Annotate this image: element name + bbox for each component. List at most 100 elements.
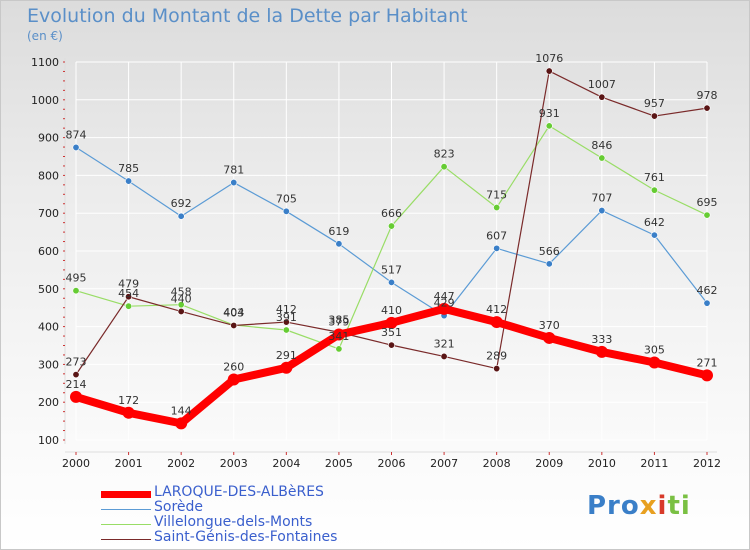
data-point: [595, 345, 608, 358]
data-point: [227, 373, 240, 386]
data-point: [177, 212, 185, 220]
data-point: [543, 331, 556, 344]
x-tick-label: 2009: [535, 457, 563, 470]
data-point: [598, 93, 606, 101]
data-label: 412: [486, 303, 507, 316]
y-tick-label: 800: [38, 169, 59, 182]
data-label: 462: [697, 284, 718, 297]
x-tick-label: 2002: [167, 457, 195, 470]
data-point: [598, 154, 606, 162]
data-label: 370: [539, 319, 560, 332]
x-tick-label: 2012: [693, 457, 721, 470]
data-point: [230, 179, 238, 187]
x-tick-label: 2001: [115, 457, 143, 470]
y-tick-label: 1100: [31, 56, 59, 69]
data-label: 379: [328, 316, 349, 329]
data-point: [125, 293, 133, 301]
legend-swatch: [101, 539, 151, 540]
x-tick-label: 2006: [378, 457, 406, 470]
legend-swatch: [101, 524, 151, 525]
data-point: [280, 361, 293, 374]
data-label: 781: [223, 164, 244, 177]
data-label: 666: [381, 207, 402, 220]
data-label: 785: [118, 162, 139, 175]
data-label: 412: [276, 303, 297, 316]
legend: LAROQUE-DES-ALBèRES Sorède Villelongue-d…: [101, 484, 421, 547]
data-label: 341: [328, 330, 349, 343]
data-label: 214: [66, 378, 87, 391]
data-label: 715: [486, 189, 507, 202]
y-tick-label: 200: [38, 396, 59, 409]
data-label: 351: [381, 326, 402, 339]
data-label: 607: [486, 229, 507, 242]
chart-unit: (en €): [27, 29, 63, 43]
data-label: 447: [434, 290, 455, 303]
data-label: 403: [223, 306, 244, 319]
data-label: 391: [276, 311, 297, 324]
data-label: 642: [644, 216, 665, 229]
data-point: [650, 231, 658, 239]
data-point: [650, 112, 658, 120]
data-label: 333: [591, 333, 612, 346]
data-label: 273: [66, 356, 87, 369]
data-label: 931: [539, 107, 560, 120]
data-point: [545, 260, 553, 268]
data-label: 846: [591, 139, 612, 152]
y-tick-label: 300: [38, 358, 59, 371]
data-label: 695: [697, 196, 718, 209]
y-tick-label: 400: [38, 321, 59, 334]
data-label: 440: [171, 292, 192, 305]
data-label: 404: [223, 306, 244, 319]
y-tick-label: 900: [38, 132, 59, 145]
data-label: 260: [223, 361, 244, 374]
data-label: 172: [118, 394, 139, 407]
legend-label: Saint-Génis-des-Fontaines: [154, 529, 338, 545]
legend-label: Sorède: [154, 499, 204, 515]
legend-label: Villelongue-dels-Monts: [154, 514, 313, 530]
data-point: [493, 244, 501, 252]
data-point: [703, 299, 711, 307]
data-label: 823: [434, 148, 455, 161]
data-point: [72, 371, 80, 379]
data-label: 385: [328, 313, 349, 326]
data-point: [70, 390, 82, 403]
data-label: 458: [171, 286, 192, 299]
data-label: 429: [434, 297, 455, 310]
data-label: 289: [486, 350, 507, 363]
data-label: 874: [66, 128, 87, 141]
data-point: [385, 316, 398, 329]
data-label: 479: [118, 278, 139, 291]
x-tick-label: 2011: [640, 457, 668, 470]
data-label: 321: [434, 337, 455, 350]
legend-item: Sorède: [101, 499, 421, 517]
legend-item: Villelongue-dels-Monts: [101, 514, 421, 532]
data-label: 1007: [588, 78, 616, 91]
data-label: 761: [644, 171, 665, 184]
data-point: [282, 207, 290, 215]
data-label: 705: [276, 192, 297, 205]
x-tick-label: 2007: [430, 457, 458, 470]
data-point: [493, 365, 501, 373]
y-tick-label: 500: [38, 283, 59, 296]
data-point: [701, 369, 713, 382]
data-point: [335, 345, 343, 353]
data-point: [122, 406, 135, 419]
data-point: [545, 67, 553, 75]
data-label: 410: [381, 304, 402, 317]
data-point: [125, 302, 133, 310]
data-label: 978: [697, 89, 718, 102]
data-label: 517: [381, 263, 402, 276]
data-point: [493, 204, 501, 212]
data-label: 144: [171, 404, 192, 417]
proxiti-logo: Proxiti: [587, 491, 691, 521]
data-point: [387, 341, 395, 349]
y-tick-label: 600: [38, 245, 59, 258]
data-point: [72, 287, 80, 295]
legend-item: LAROQUE-DES-ALBèRES: [101, 484, 421, 502]
data-point: [387, 278, 395, 286]
x-tick-label: 2003: [220, 457, 248, 470]
data-point: [650, 186, 658, 194]
data-point: [72, 143, 80, 151]
